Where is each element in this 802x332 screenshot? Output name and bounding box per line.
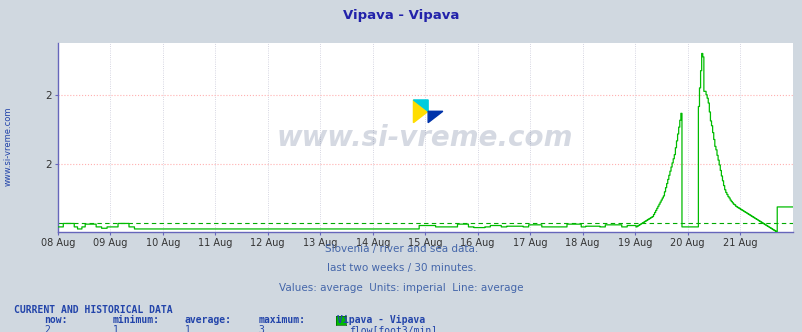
Text: minimum:: minimum: [112, 315, 160, 325]
Polygon shape [427, 111, 442, 123]
Text: Vipava - Vipava: Vipava - Vipava [343, 9, 459, 22]
Text: maximum:: maximum: [258, 315, 306, 325]
Text: 1: 1 [184, 325, 190, 332]
Text: 1: 1 [112, 325, 118, 332]
Text: now:: now: [44, 315, 67, 325]
Text: 3: 3 [258, 325, 264, 332]
Polygon shape [413, 100, 427, 111]
Text: flow[foot3/min]: flow[foot3/min] [349, 325, 437, 332]
Polygon shape [413, 100, 427, 123]
Text: Vipava - Vipava: Vipava - Vipava [337, 315, 425, 325]
Text: Values: average  Units: imperial  Line: average: Values: average Units: imperial Line: av… [279, 283, 523, 292]
Text: last two weeks / 30 minutes.: last two weeks / 30 minutes. [326, 263, 476, 273]
Text: www.si-vreme.com: www.si-vreme.com [277, 124, 573, 152]
Text: 2: 2 [44, 325, 50, 332]
Text: average:: average: [184, 315, 232, 325]
Text: Slovenia / river and sea data.: Slovenia / river and sea data. [325, 244, 477, 254]
Text: CURRENT AND HISTORICAL DATA: CURRENT AND HISTORICAL DATA [14, 305, 173, 315]
Text: www.si-vreme.com: www.si-vreme.com [3, 106, 13, 186]
